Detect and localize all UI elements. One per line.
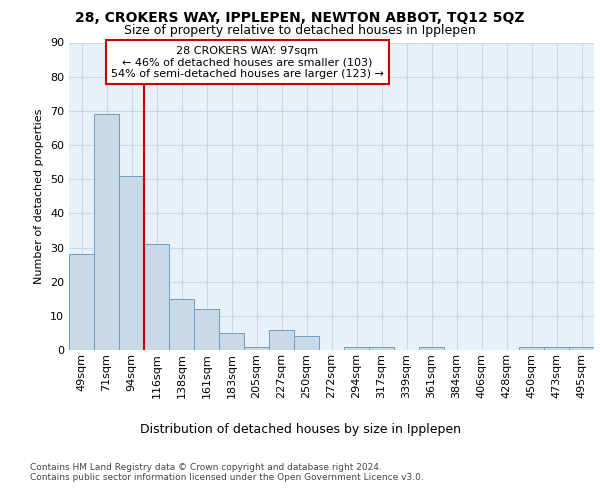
Text: Distribution of detached houses by size in Ipplepen: Distribution of detached houses by size … <box>139 422 461 436</box>
Bar <box>419 346 444 350</box>
Bar <box>269 330 294 350</box>
Text: 28, CROKERS WAY, IPPLEPEN, NEWTON ABBOT, TQ12 5QZ: 28, CROKERS WAY, IPPLEPEN, NEWTON ABBOT,… <box>75 11 525 25</box>
Text: 28 CROKERS WAY: 97sqm
← 46% of detached houses are smaller (103)
54% of semi-det: 28 CROKERS WAY: 97sqm ← 46% of detached … <box>111 46 384 79</box>
Bar <box>144 244 169 350</box>
Text: Contains HM Land Registry data © Crown copyright and database right 2024.
Contai: Contains HM Land Registry data © Crown c… <box>30 462 424 482</box>
Bar <box>294 336 319 350</box>
Bar <box>194 309 219 350</box>
Bar <box>344 346 369 350</box>
Y-axis label: Number of detached properties: Number of detached properties <box>34 108 44 284</box>
Bar <box>369 346 394 350</box>
Bar <box>569 346 594 350</box>
Bar <box>519 346 544 350</box>
Bar <box>94 114 119 350</box>
Text: Size of property relative to detached houses in Ipplepen: Size of property relative to detached ho… <box>124 24 476 37</box>
Bar <box>544 346 569 350</box>
Bar <box>119 176 144 350</box>
Bar <box>69 254 94 350</box>
Bar <box>244 346 269 350</box>
Bar <box>219 333 244 350</box>
Bar <box>169 298 194 350</box>
